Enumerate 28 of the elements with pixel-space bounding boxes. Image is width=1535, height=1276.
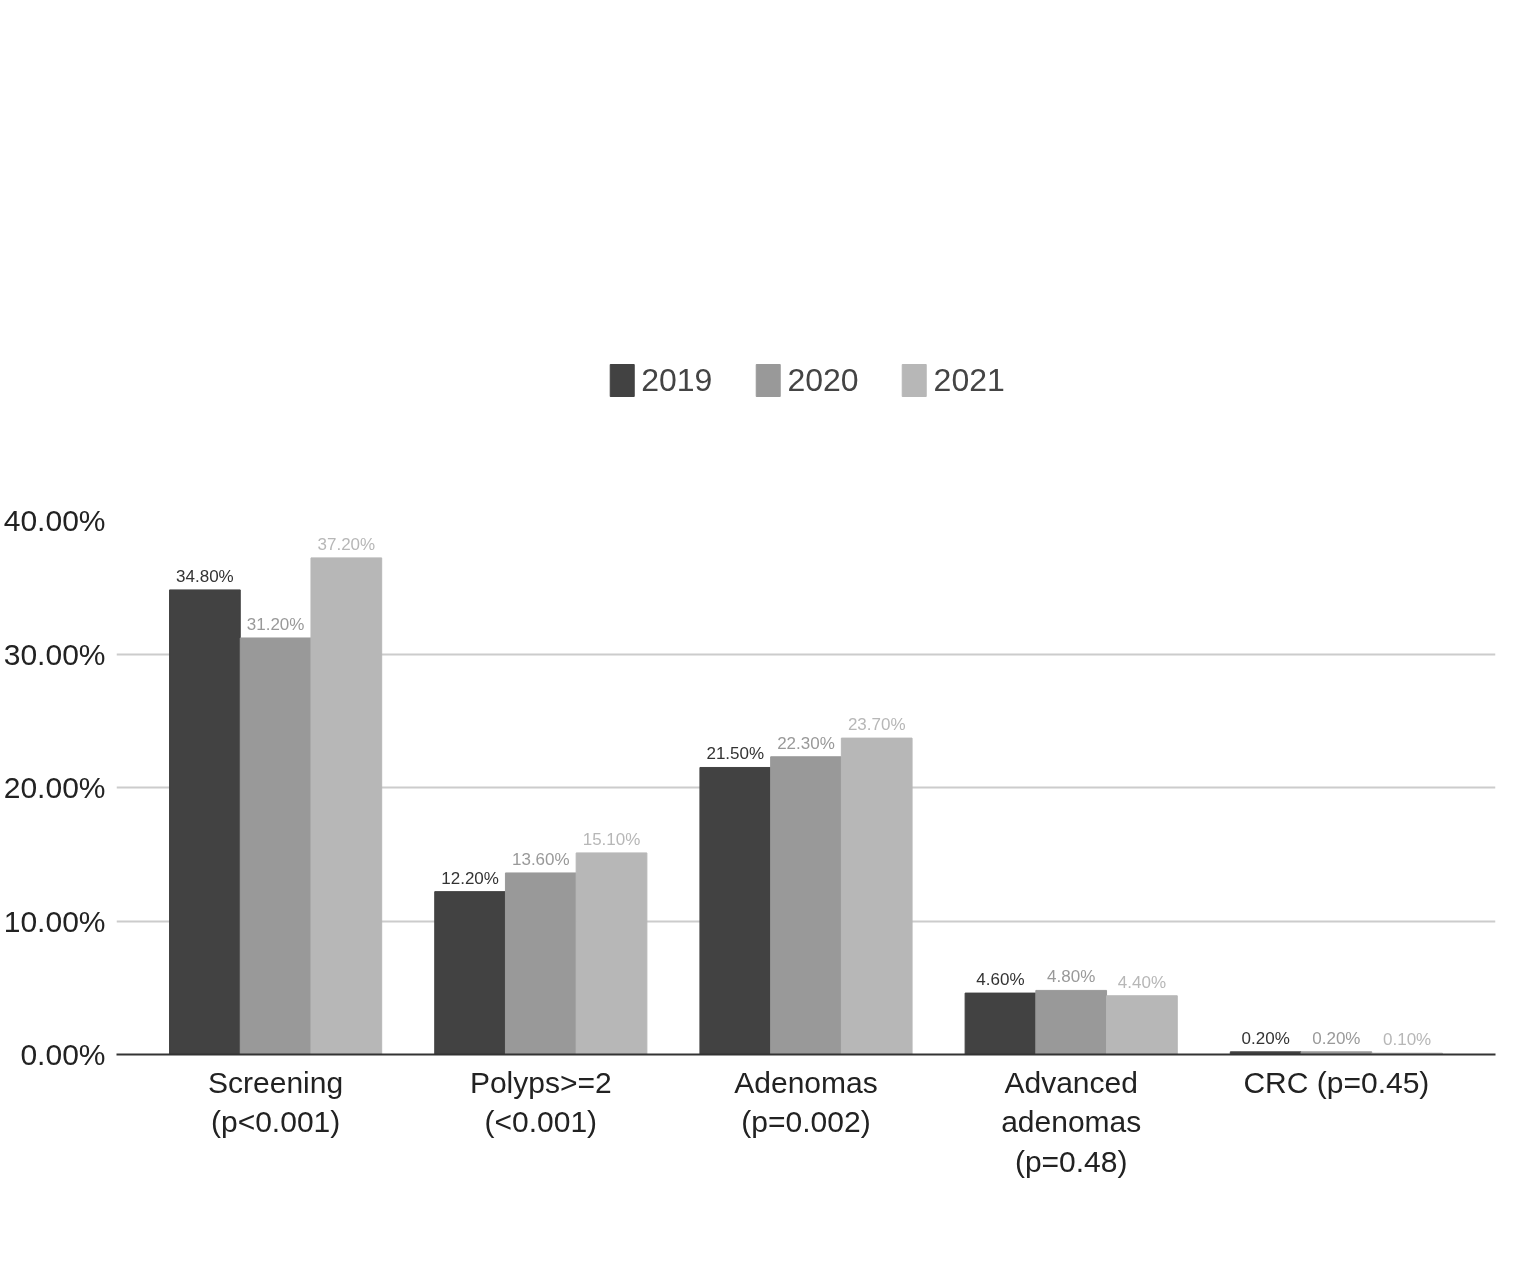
- y-tick-label: 20.00%: [3, 771, 106, 804]
- data-label: 22.30%: [777, 733, 835, 753]
- y-tick-label: 40.00%: [3, 504, 106, 537]
- x-tick-label: Adenomas (p=0.002): [734, 1065, 878, 1139]
- data-label: 13.60%: [511, 849, 570, 869]
- data-label: 12.20%: [441, 868, 499, 888]
- data-label: 15.10%: [582, 829, 641, 849]
- y-tick-label: 0.00%: [20, 1038, 106, 1071]
- data-label: 37.20%: [317, 534, 376, 554]
- legend-label: 2020: [787, 361, 859, 399]
- x-tick-label: Advanced adenomas (p=0.48): [1001, 1065, 1142, 1178]
- legend-label: 2019: [641, 361, 713, 399]
- legend-label: 2021: [933, 361, 1005, 399]
- x-tick-label: Screening (p<0.001): [208, 1065, 344, 1139]
- data-label: 4.60%: [976, 970, 1025, 990]
- x-tick-label: CRC (p=0.45): [1243, 1065, 1430, 1099]
- data-label: 0.20%: [1241, 1028, 1290, 1048]
- data-label: 4.40%: [1117, 972, 1167, 992]
- x-tick-label: Polyps>=2 (<0.001): [469, 1065, 612, 1139]
- y-tick-label: 30.00%: [3, 637, 106, 671]
- y-tick-label: 10.00%: [3, 904, 106, 938]
- data-label: 31.20%: [246, 614, 305, 634]
- data-label: 34.80%: [176, 566, 234, 586]
- data-label: 4.80%: [1047, 967, 1096, 987]
- data-label: 23.70%: [847, 715, 906, 735]
- data-label: 0.20%: [1312, 1028, 1361, 1048]
- data-label: 0.10%: [1383, 1030, 1432, 1050]
- data-label: 21.50%: [706, 744, 765, 764]
